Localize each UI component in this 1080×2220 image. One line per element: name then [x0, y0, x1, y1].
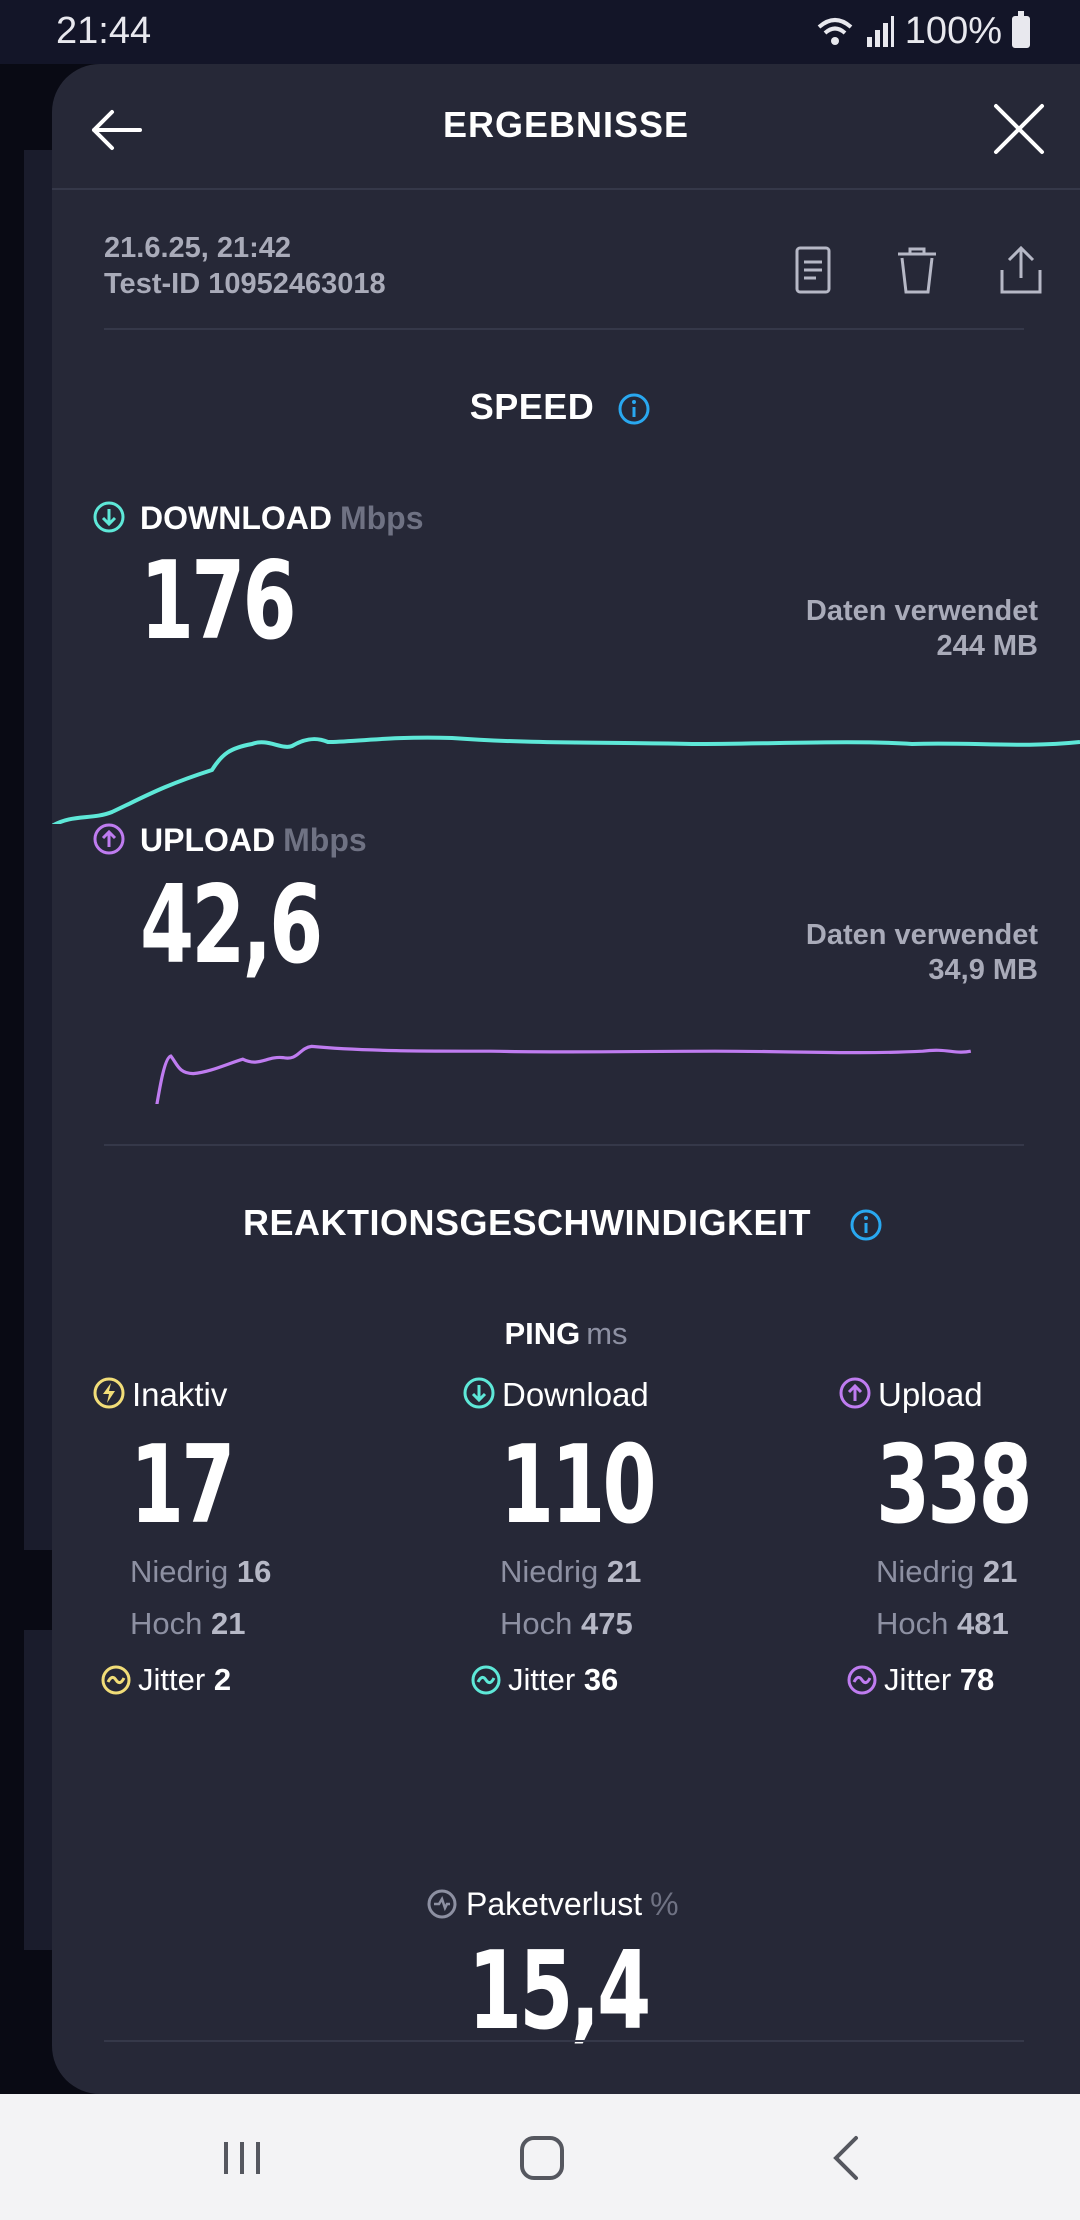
- battery-percent: 100%: [904, 10, 1002, 52]
- jitter-icon: [471, 1665, 501, 1695]
- status-bar: 21:44 100%: [0, 0, 1080, 64]
- download-label: DOWNLOAD Mbps: [140, 500, 424, 536]
- home-icon[interactable]: [512, 2130, 572, 2186]
- back-nav-icon[interactable]: [818, 2130, 878, 2186]
- back-arrow-icon[interactable]: [86, 100, 146, 160]
- ping-upload-label: Upload: [878, 1376, 983, 1413]
- wifi-icon: [817, 17, 853, 45]
- upload-data-used: Daten verwendet 34,9 MB: [805, 919, 1038, 986]
- ping-download-low: Niedrig 21: [500, 1554, 642, 1589]
- close-icon[interactable]: [992, 102, 1046, 156]
- page-title: ERGEBNISSE: [442, 104, 690, 145]
- ping-idle-low: Niedrig 16: [130, 1554, 272, 1589]
- download-icon: [463, 1377, 495, 1409]
- ping-title: PING ms: [504, 1316, 628, 1351]
- speed-title: SPEED: [469, 386, 595, 427]
- ping-download-high: Hoch 475: [500, 1606, 633, 1641]
- status-time: 21:44: [56, 10, 152, 52]
- responsiveness-info-icon[interactable]: [849, 1208, 883, 1242]
- download-unit: Mbps: [339, 500, 424, 536]
- header-divider: [52, 188, 1080, 190]
- ping-idle-value: 17: [130, 1423, 235, 1548]
- ping-upload-high: Hoch 481: [876, 1606, 1009, 1641]
- ping-upload-value: 338: [876, 1423, 1033, 1548]
- ping-upload-header: Upload: [838, 1376, 1080, 1416]
- ping-idle-high: Hoch 21: [130, 1606, 246, 1641]
- upload-icon: [93, 823, 125, 855]
- packet-loss-unit: %: [650, 1886, 679, 1922]
- test-datetime: 21.6.25, 21:42: [104, 232, 292, 264]
- download-speed-value: 176: [140, 539, 297, 664]
- ping-idle: Inaktiv 17 Niedrig 16 Hoch 21 Jitter 2: [92, 1376, 412, 1697]
- speed-divider: [104, 1144, 1024, 1146]
- ping-download-label: Download: [502, 1376, 649, 1413]
- download-icon: [93, 501, 125, 533]
- signal-icon: [866, 15, 894, 47]
- download-data-used: Daten verwendet 244 MB: [805, 595, 1038, 662]
- packet-loss-icon: [427, 1889, 457, 1919]
- responsiveness-title: REAKTIONSGESCHWINDIGKEIT: [242, 1202, 811, 1243]
- share-icon[interactable]: [996, 244, 1046, 296]
- upload-label: UPLOAD Mbps: [140, 822, 367, 858]
- test-id: Test-ID 10952463018: [104, 268, 386, 300]
- trash-icon[interactable]: [892, 244, 942, 296]
- ping-idle-header: Inaktiv: [92, 1376, 412, 1416]
- recent-apps-icon[interactable]: [212, 2130, 272, 2186]
- ping-upload: Upload 338 Niedrig 21 Hoch 481 Jitter 78: [838, 1376, 1080, 1697]
- upload-unit: Mbps: [283, 822, 367, 858]
- ping-download: Download 110 Niedrig 21 Hoch 475 Jitter …: [462, 1376, 782, 1697]
- ping-download-header: Download: [462, 1376, 782, 1416]
- jitter-icon: [101, 1665, 131, 1695]
- ping-upload-low: Niedrig 21: [876, 1554, 1018, 1589]
- battery-icon: [1012, 10, 1030, 48]
- jitter-icon: [847, 1665, 877, 1695]
- ping-unit: ms: [586, 1316, 628, 1351]
- packet-loss-label: Paketverlust: [466, 1886, 643, 1922]
- ping-idle-label: Inaktiv: [132, 1376, 228, 1413]
- ping-download-value: 110: [500, 1423, 657, 1548]
- download-graph: [52, 735, 1080, 824]
- system-nav-bar: [0, 2094, 1080, 2220]
- speed-info-icon[interactable]: [617, 392, 651, 426]
- upload-graph: [155, 1044, 972, 1104]
- meta-divider: [104, 328, 1024, 330]
- results-sheet: ERGEBNISSE 21.6.25, 21:42 Test-ID 109524…: [52, 64, 1080, 2094]
- upload-icon: [839, 1377, 871, 1409]
- status-icons: 100%: [815, 10, 1030, 53]
- document-icon[interactable]: [788, 244, 838, 296]
- bottom-divider: [104, 2040, 1024, 2042]
- packet-loss-value: 15,4: [468, 1929, 651, 2054]
- lightning-icon: [93, 1377, 125, 1409]
- upload-speed-value: 42,6: [140, 863, 323, 988]
